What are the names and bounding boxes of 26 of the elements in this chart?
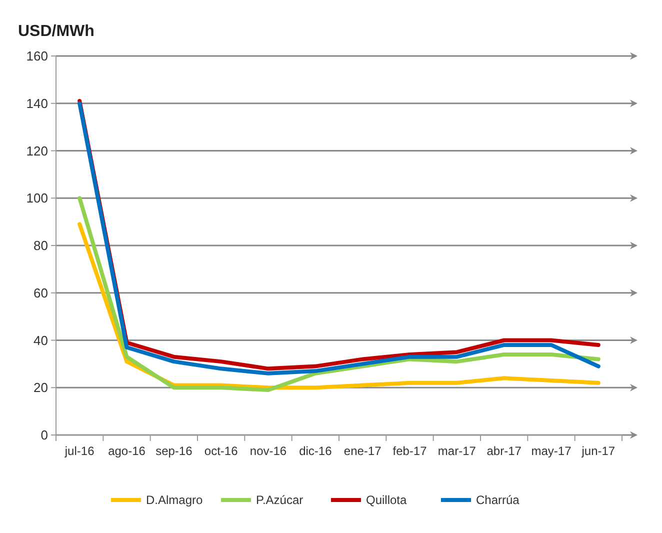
x-tick-label: mar-17 (438, 444, 476, 458)
x-tick-label: jul-16 (64, 444, 95, 458)
x-tick-label: sep-16 (156, 444, 193, 458)
x-tick-label: jun-17 (580, 444, 616, 458)
x-tick-label: nov-16 (250, 444, 287, 458)
x-tick-label: dic-16 (299, 444, 332, 458)
y-tick-label: 80 (34, 238, 48, 254)
x-tick-label: may-17 (531, 444, 572, 458)
x-tick-label: oct-16 (204, 444, 238, 458)
legend-label: Charrúa (476, 493, 520, 508)
y-tick-label: 100 (26, 190, 48, 206)
y-axis-title: USD/MWh (18, 23, 94, 40)
y-tick-label: 20 (34, 380, 48, 396)
y-tick-label: 120 (26, 143, 48, 158)
x-tick-label: ene-17 (344, 444, 382, 458)
x-tick-label: feb-17 (392, 444, 428, 458)
legend-label: D.Almagro (146, 493, 204, 508)
x-tick-label: abr-17 (486, 444, 522, 458)
y-tick-label: 40 (34, 332, 48, 348)
legend-label: Quillota (366, 493, 408, 508)
y-tick-label: 60 (34, 285, 48, 300)
y-tick-label: 160 (26, 48, 48, 64)
legend-label: P.Azúcar (256, 493, 304, 508)
y-tick-label: 140 (26, 96, 48, 111)
x-tick-label: ago-16 (108, 444, 146, 458)
y-tick-label: 0 (40, 428, 48, 443)
